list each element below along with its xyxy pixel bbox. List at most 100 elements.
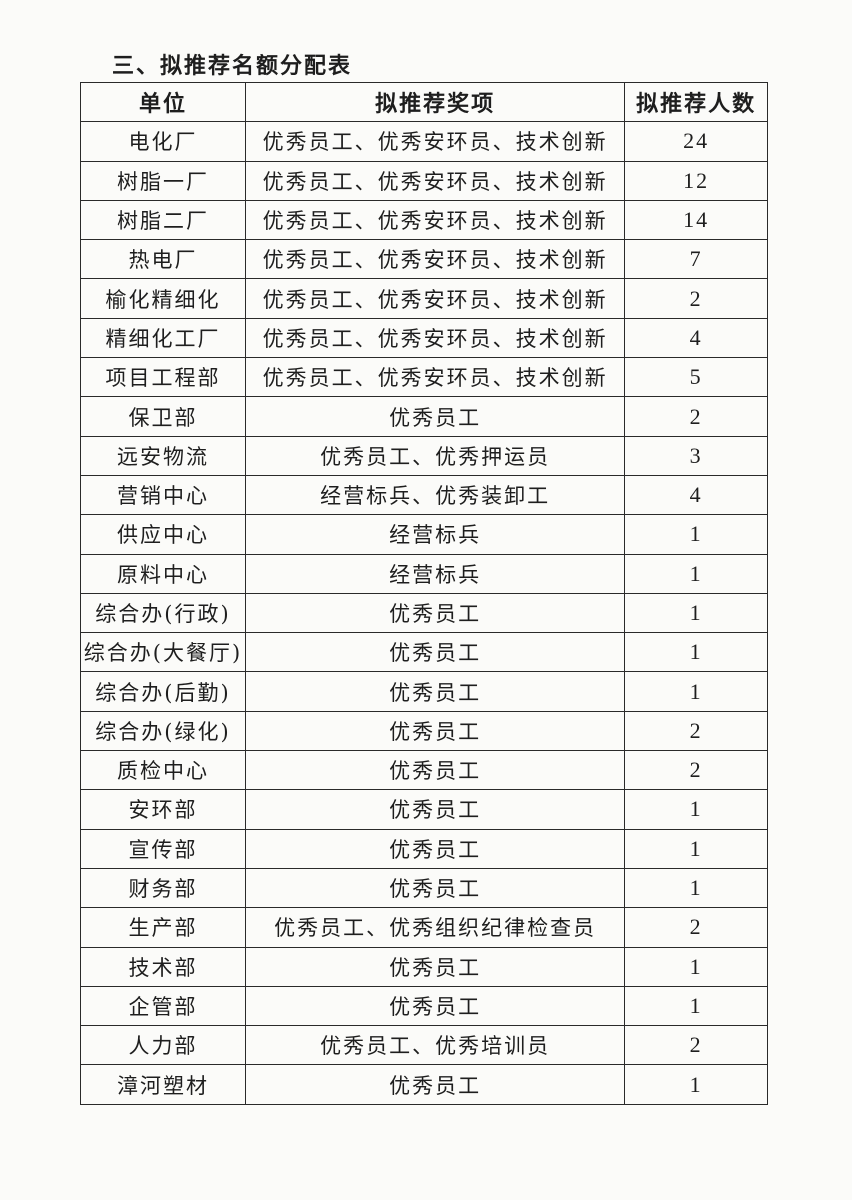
cell-count: 4 [624, 317, 768, 359]
cell-award: 优秀员工 [244, 592, 626, 634]
cell-count: 5 [624, 357, 768, 398]
cell-count: 1 [624, 1064, 768, 1105]
cell-award: 优秀员工 [244, 750, 626, 791]
cell-count: 24 [624, 121, 768, 162]
cell-unit: 供应中心 [80, 514, 246, 555]
table-row: 人力部 优秀员工、优秀培训员 2 [80, 1025, 768, 1066]
cell-award: 优秀员工 [244, 789, 626, 830]
cell-count: 2 [624, 1025, 768, 1066]
cell-unit: 原料中心 [80, 553, 246, 594]
quota-allocation-table: 单位 拟推荐奖项 拟推荐人数 电化厂 优秀员工、优秀安环员、技术创新 24 树脂一厂优… [80, 81, 768, 1105]
cell-award: 经营标兵 [244, 514, 626, 555]
table-row: 原料中心 经营标兵 1 [80, 553, 768, 594]
cell-award: 优秀员工 [244, 828, 626, 869]
table-row: 精细化工厂 优秀员工、优秀安环员、技术创新 4 [80, 317, 768, 359]
table-row: 宣传部 优秀员工 1 [80, 828, 768, 869]
cell-count: 3 [624, 435, 768, 476]
cell-count: 4 [624, 474, 768, 516]
cell-count: 1 [624, 632, 768, 673]
cell-unit: 宣传部 [80, 828, 246, 869]
cell-unit: 生产部 [80, 907, 246, 948]
section-title: 三、拟推荐名额分配表 [112, 53, 353, 79]
table-row: 技术部 优秀员工 1 [80, 946, 768, 987]
cell-unit: 综合办(绿化) [80, 710, 246, 752]
cell-count: 1 [624, 867, 768, 909]
cell-unit: 综合办(后勤) [80, 671, 246, 712]
header-unit: 单位 [80, 81, 246, 123]
cell-award: 优秀员工、优秀安环员、技术创新 [244, 357, 626, 398]
table-row: 综合办(行政) 优秀员工 1 [80, 592, 768, 634]
cell-award: 优秀员工、优秀安环员、技术创新 [244, 121, 626, 162]
cell-award: 优秀员工 [244, 396, 626, 437]
table-row: 供应中心 经营标兵 1 [80, 514, 768, 555]
table-row: 树脂一厂 优秀员工、优秀安环员、技术创新 12 [80, 160, 768, 201]
cell-unit: 树脂一厂 [80, 160, 246, 201]
table-row: 远安物流 优秀员工、优秀押运员 3 [80, 435, 768, 476]
cell-unit: 保卫部 [80, 396, 246, 437]
table-row: 树脂二厂 优秀员工、优秀安环员、技术创新 14 [80, 199, 768, 241]
cell-award: 经营标兵 [244, 553, 626, 594]
cell-unit: 技术部 [80, 946, 246, 987]
cell-award: 优秀员工、优秀安环员、技术创新 [244, 239, 626, 280]
cell-award: 优秀员工、优秀安环员、技术创新 [244, 160, 626, 201]
table-row: 综合办(绿化) 优秀员工 2 [80, 710, 768, 752]
cell-award: 优秀员工 [244, 710, 626, 752]
cell-count: 2 [624, 710, 768, 752]
cell-unit: 精细化工厂 [80, 317, 246, 359]
cell-count: 2 [624, 278, 768, 319]
cell-count: 2 [624, 750, 768, 791]
cell-award: 优秀员工 [244, 671, 626, 712]
cell-count: 1 [624, 553, 768, 594]
cell-award: 优秀员工 [244, 985, 626, 1027]
cell-count: 1 [624, 514, 768, 555]
table-row: 热电厂 优秀员工、优秀安环员、技术创新 7 [80, 239, 768, 280]
cell-award: 优秀员工、优秀安环员、技术创新 [244, 199, 626, 241]
cell-award: 经营标兵、优秀装卸工 [244, 474, 626, 516]
cell-award: 优秀员工 [244, 867, 626, 909]
cell-unit: 营销中心 [80, 474, 246, 516]
table-row: 榆化精细化 优秀员工、优秀安环员、技术创新 2 [80, 278, 768, 319]
cell-count: 14 [624, 199, 768, 241]
table-row: 电化厂 优秀员工、优秀安环员、技术创新 24 [80, 121, 768, 162]
table-row: 综合办(后勤) 优秀员工 1 [80, 671, 768, 712]
cell-unit: 综合办(大餐厅) [80, 632, 246, 673]
cell-count: 1 [624, 828, 768, 869]
cell-unit: 漳河塑材 [80, 1064, 246, 1105]
cell-count: 12 [624, 160, 768, 201]
table-header-row: 单位 拟推荐奖项 拟推荐人数 [80, 81, 768, 123]
table-row: 企管部 优秀员工 1 [80, 985, 768, 1027]
cell-unit: 电化厂 [80, 121, 246, 162]
cell-count: 2 [624, 396, 768, 437]
cell-award: 优秀员工、优秀培训员 [244, 1025, 626, 1066]
cell-unit: 财务部 [80, 867, 246, 909]
cell-count: 7 [624, 239, 768, 280]
cell-award: 优秀员工、优秀押运员 [244, 435, 626, 476]
cell-award: 优秀员工 [244, 632, 626, 673]
cell-count: 1 [624, 592, 768, 634]
table-row: 财务部 优秀员工 1 [80, 867, 768, 909]
cell-award: 优秀员工 [244, 946, 626, 987]
cell-unit: 远安物流 [80, 435, 246, 476]
cell-unit: 树脂二厂 [80, 199, 246, 241]
cell-unit: 综合办(行政) [80, 592, 246, 634]
table-row: 质检中心 优秀员工 2 [80, 750, 768, 791]
cell-unit: 人力部 [80, 1025, 246, 1066]
cell-unit: 安环部 [80, 789, 246, 830]
table-row: 漳河塑材 优秀员工 1 [80, 1064, 768, 1105]
cell-count: 1 [624, 789, 768, 830]
cell-unit: 企管部 [80, 985, 246, 1027]
header-count: 拟推荐人数 [624, 81, 768, 123]
cell-award: 优秀员工、优秀安环员、技术创新 [244, 317, 626, 359]
table-row: 保卫部 优秀员工 2 [80, 396, 768, 437]
table-row: 项目工程部 优秀员工、优秀安环员、技术创新 5 [80, 357, 768, 398]
table-row: 生产部 优秀员工、优秀组织纪律检查员 2 [80, 907, 768, 948]
cell-count: 2 [624, 907, 768, 948]
table-row: 综合办(大餐厅) 优秀员工 1 [80, 632, 768, 673]
cell-count: 1 [624, 671, 768, 712]
cell-unit: 榆化精细化 [80, 278, 246, 319]
cell-count: 1 [624, 946, 768, 987]
table-row: 营销中心 经营标兵、优秀装卸工 4 [80, 474, 768, 516]
cell-award: 优秀员工 [244, 1064, 626, 1105]
cell-award: 优秀员工、优秀组织纪律检查员 [244, 907, 626, 948]
cell-unit: 质检中心 [80, 750, 246, 791]
